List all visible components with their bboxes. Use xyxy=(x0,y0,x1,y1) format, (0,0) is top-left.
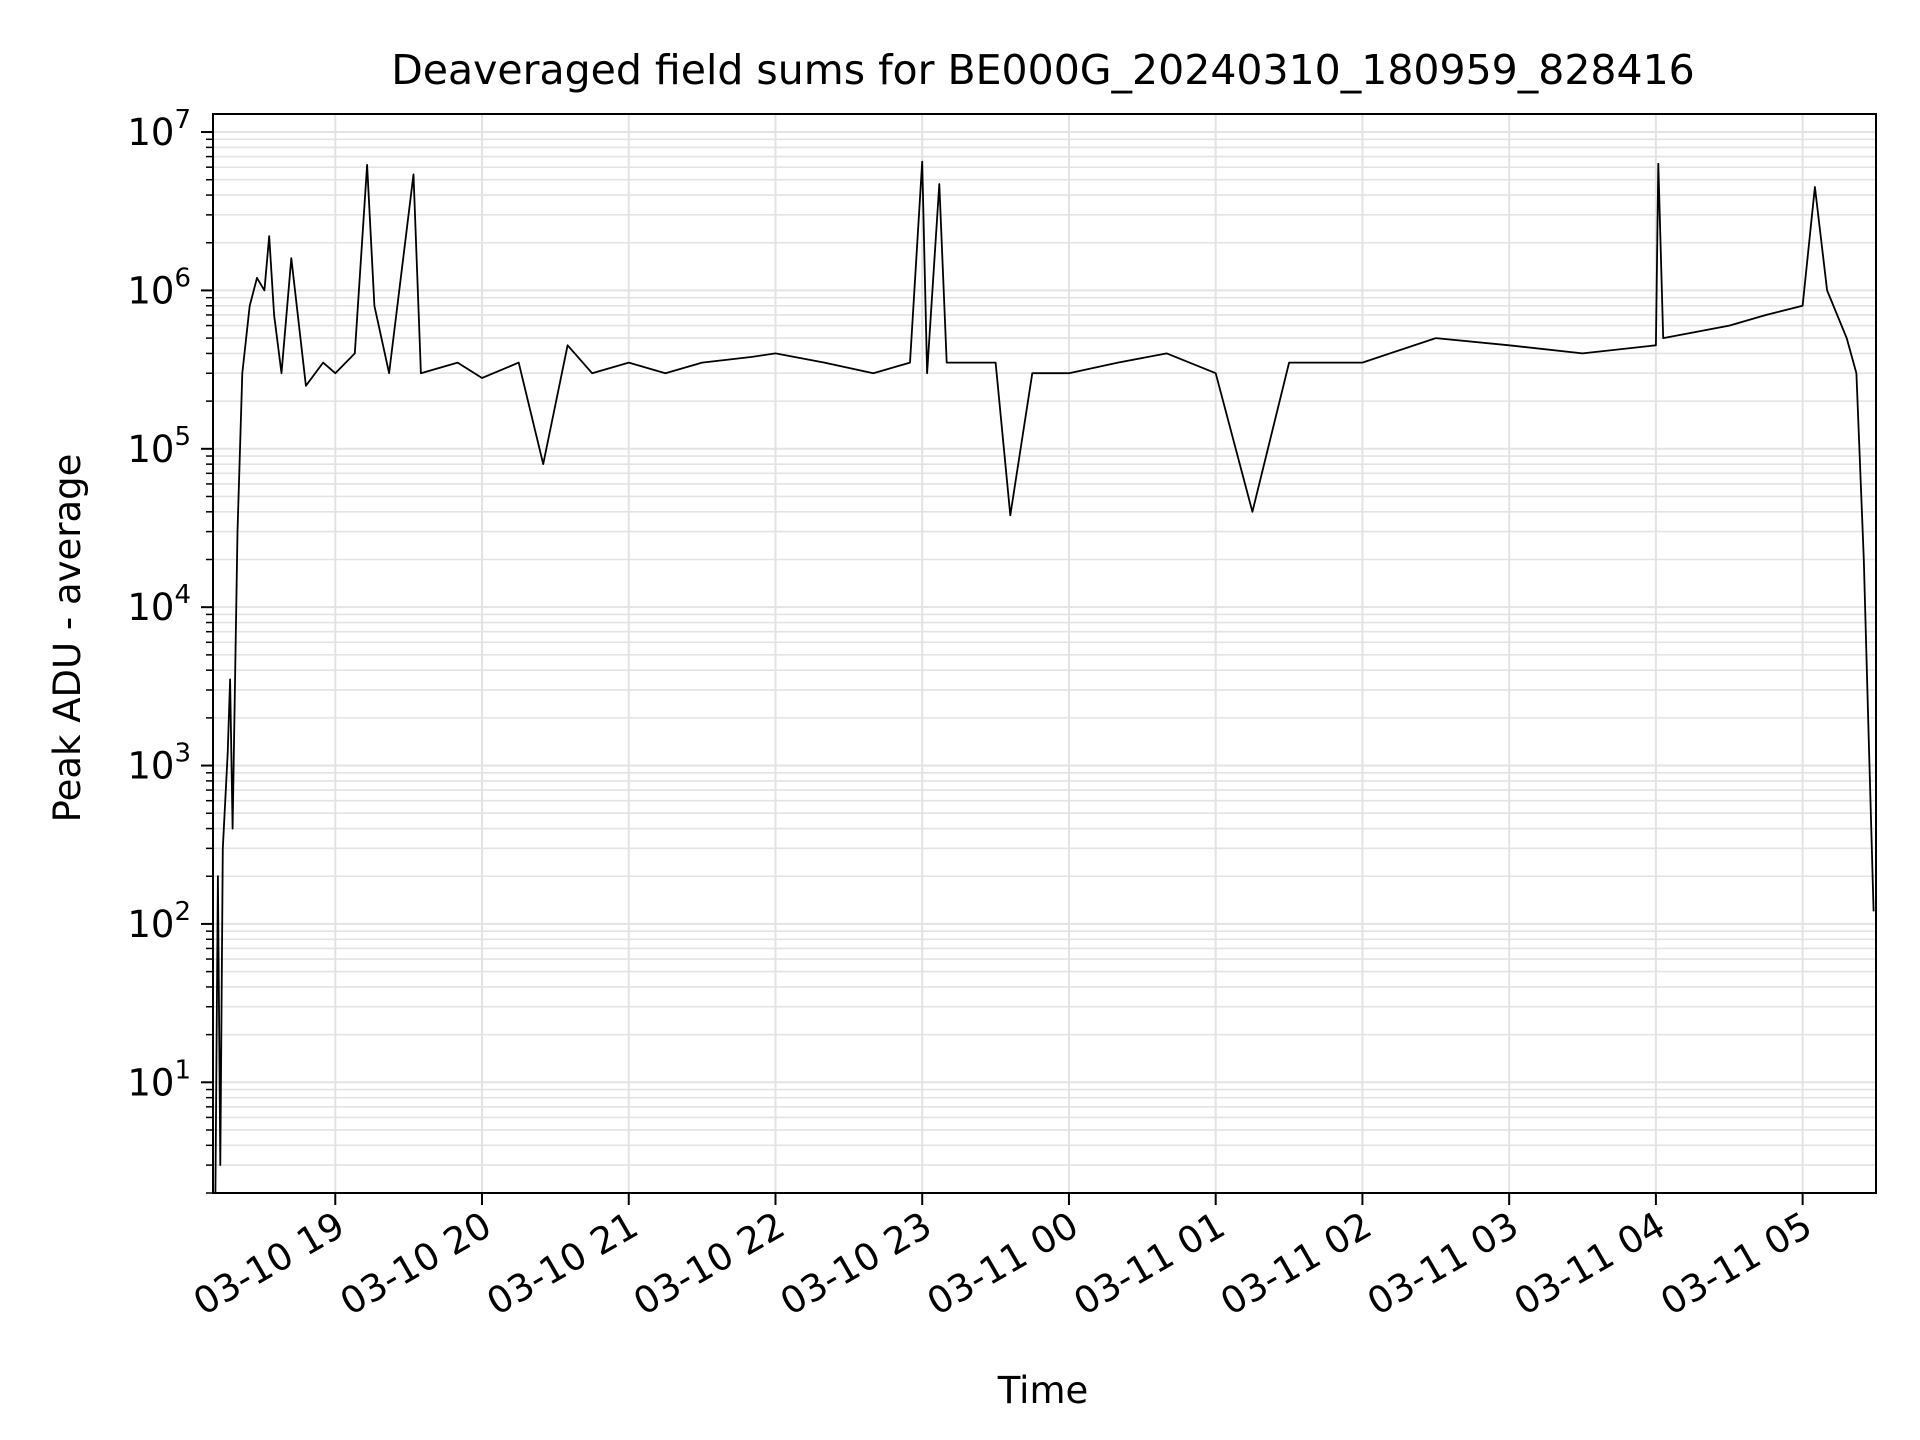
y-axis: 101 102 103 104 105 106 107 xyxy=(127,105,213,1194)
x-axis-label: Time xyxy=(997,1369,1089,1412)
chart-title: Deaveraged field sums for BE000G_2024031… xyxy=(391,46,1695,94)
y-axis-label: Peak ADU - average xyxy=(46,454,89,823)
plot-frame xyxy=(212,113,1877,1194)
y-tick-label: 106 xyxy=(127,263,191,312)
y-tick-label: 104 xyxy=(127,580,191,629)
y-tick-label: 107 xyxy=(127,105,191,154)
y-tick-label: 101 xyxy=(127,1055,191,1104)
y-tick-label: 103 xyxy=(127,739,191,788)
y-tick-label: 105 xyxy=(127,422,191,471)
grid xyxy=(213,114,1876,1194)
y-tick-label: 102 xyxy=(127,897,191,946)
series-layer xyxy=(214,160,1875,1194)
series-line xyxy=(214,160,1875,1194)
